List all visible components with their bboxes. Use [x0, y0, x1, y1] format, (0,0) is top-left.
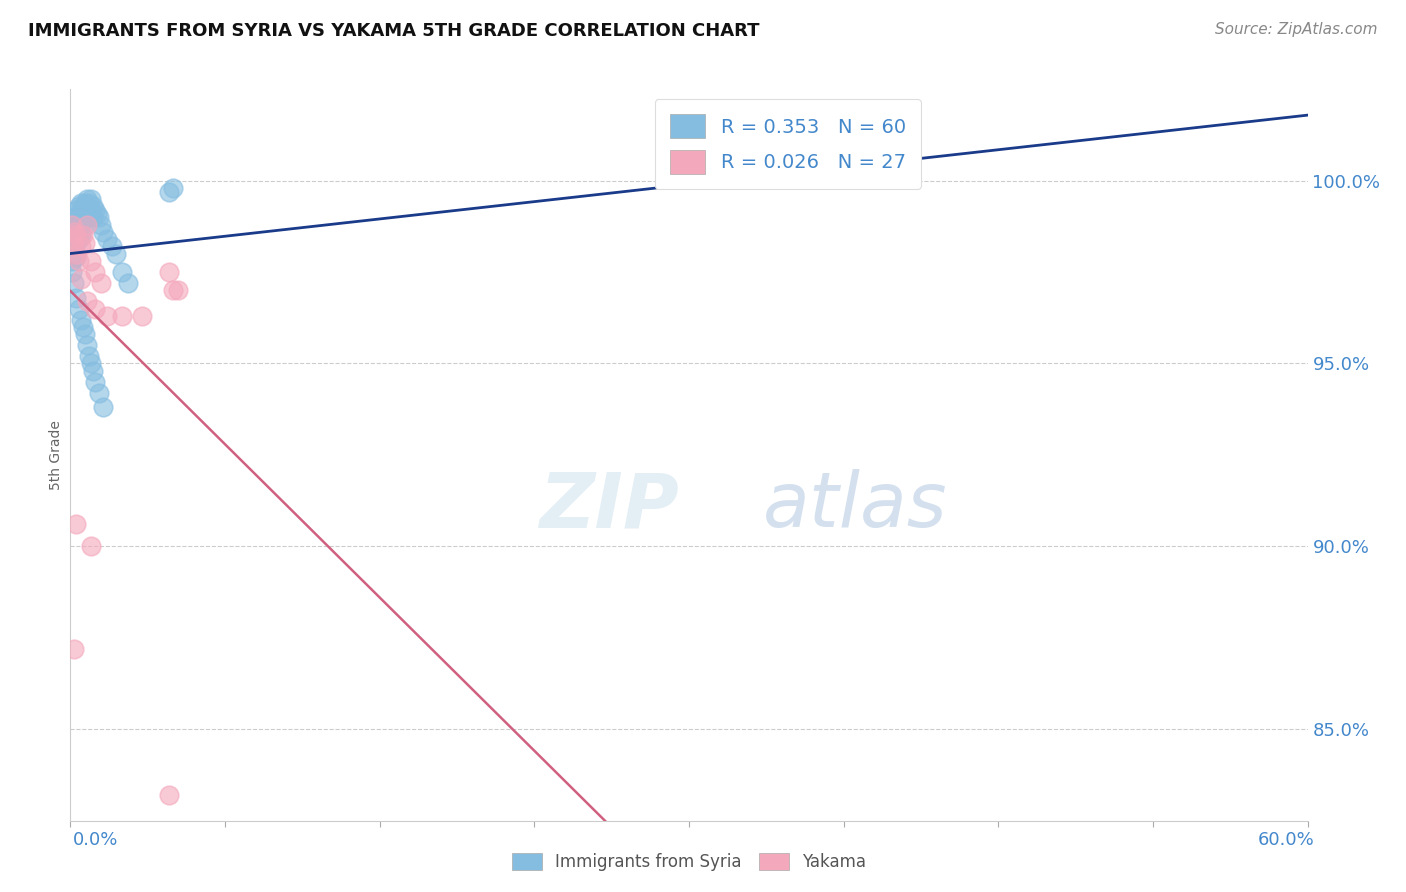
Point: [63, 239, 86, 253]
Point: [67, 206, 90, 220]
Point: [63, 232, 86, 246]
Point: [65, 235, 87, 250]
Point: [67, 301, 90, 316]
Point: [100, 239, 122, 253]
Legend: R = 0.353   N = 60, R = 0.026   N = 27: R = 0.353 N = 60, R = 0.026 N = 27: [655, 99, 921, 189]
Point: [80, 357, 103, 371]
Text: 0.0%: 0.0%: [73, 831, 118, 849]
Point: [86, 206, 108, 220]
Point: [69, 312, 91, 326]
Point: [80, 192, 103, 206]
Point: [67, 232, 90, 246]
Point: [89, 385, 111, 400]
Point: [76, 338, 98, 352]
Text: ZIP: ZIP: [540, 469, 681, 543]
Point: [76, 294, 98, 309]
Point: [63, 211, 86, 225]
Point: [91, 401, 114, 415]
Point: [76, 202, 98, 217]
Point: [77, 195, 100, 210]
Point: [63, 225, 86, 239]
Point: [80, 202, 103, 217]
Point: [60, 228, 83, 243]
Point: [157, 185, 180, 199]
Point: [63, 247, 86, 261]
Point: [76, 192, 98, 206]
Point: [82, 211, 104, 225]
Point: [63, 276, 86, 290]
Point: [73, 235, 96, 250]
Point: [67, 218, 90, 232]
Point: [65, 291, 87, 305]
Point: [69, 239, 91, 253]
Legend: Immigrants from Syria, Yakama: Immigrants from Syria, Yakama: [503, 845, 875, 880]
Point: [77, 349, 100, 363]
Point: [63, 221, 86, 235]
Point: [65, 228, 87, 243]
Point: [65, 517, 87, 532]
Point: [84, 265, 107, 279]
Point: [69, 206, 91, 220]
Point: [104, 247, 127, 261]
Point: [111, 309, 134, 323]
Point: [91, 225, 114, 239]
Point: [65, 202, 87, 217]
Point: [72, 221, 94, 235]
Point: [73, 195, 96, 210]
Point: [89, 211, 111, 225]
Point: [69, 195, 91, 210]
Point: [60, 218, 83, 232]
Point: [166, 284, 188, 298]
Point: [60, 218, 83, 232]
Point: [65, 214, 87, 228]
Point: [157, 265, 180, 279]
Point: [67, 199, 90, 213]
Point: [84, 375, 107, 389]
Point: [60, 232, 83, 246]
Text: Source: ZipAtlas.com: Source: ZipAtlas.com: [1215, 22, 1378, 37]
Y-axis label: 5th Grade: 5th Grade: [49, 420, 63, 490]
Point: [96, 232, 118, 246]
Point: [162, 284, 184, 298]
Point: [73, 327, 96, 342]
Point: [80, 539, 103, 553]
Point: [72, 199, 94, 213]
Point: [76, 218, 98, 232]
Point: [157, 788, 180, 802]
Point: [84, 301, 107, 316]
Point: [60, 254, 83, 268]
Point: [72, 228, 94, 243]
Point: [73, 206, 96, 220]
Point: [117, 276, 139, 290]
Point: [90, 218, 112, 232]
Point: [111, 265, 134, 279]
Point: [82, 364, 104, 378]
Point: [90, 276, 112, 290]
Point: [72, 320, 94, 334]
Point: [65, 225, 87, 239]
Point: [63, 641, 86, 656]
Point: [162, 181, 184, 195]
Point: [69, 272, 91, 286]
Point: [69, 218, 91, 232]
Text: atlas: atlas: [763, 469, 948, 543]
Point: [131, 309, 153, 323]
Point: [60, 265, 83, 279]
Text: 60.0%: 60.0%: [1258, 831, 1315, 849]
Point: [82, 199, 104, 213]
Point: [67, 254, 90, 268]
Point: [60, 239, 83, 253]
Text: IMMIGRANTS FROM SYRIA VS YAKAMA 5TH GRADE CORRELATION CHART: IMMIGRANTS FROM SYRIA VS YAKAMA 5TH GRAD…: [28, 22, 759, 40]
Point: [65, 251, 87, 265]
Point: [69, 228, 91, 243]
Point: [96, 309, 118, 323]
Point: [84, 202, 107, 217]
Point: [72, 211, 94, 225]
Point: [80, 254, 103, 268]
Point: [65, 247, 87, 261]
Point: [77, 206, 100, 220]
